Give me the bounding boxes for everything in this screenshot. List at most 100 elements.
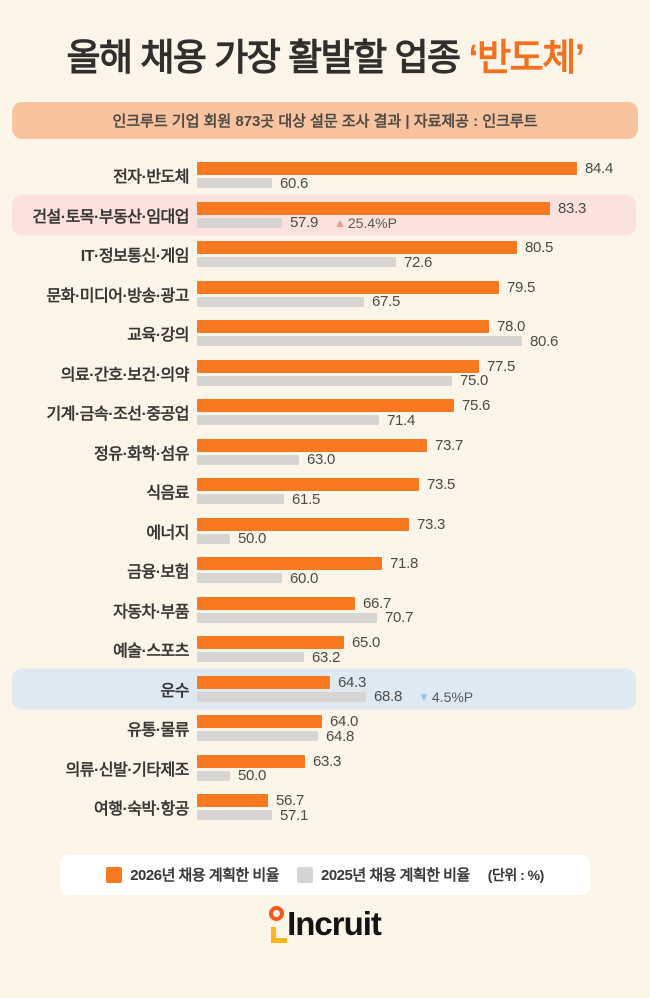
bar-pair: 64.3 68.8 ▼ 4.5%P xyxy=(197,673,473,704)
bar-pair: 84.4 60.6 xyxy=(197,161,613,191)
category-label: 정유·화학·섬유 xyxy=(94,445,189,463)
bar-2025 xyxy=(197,257,396,268)
bar-2025 xyxy=(197,336,522,347)
category-label: 문화·미디어·방송·광고 xyxy=(46,287,190,305)
bar-line-2025: 50.0 xyxy=(197,767,341,785)
value-label: 50.0 xyxy=(238,767,266,785)
bar-2026 xyxy=(197,438,427,452)
chart-row: IT·정보통신·게임 80.5 72.6 xyxy=(0,234,650,274)
bar-2025 xyxy=(197,454,299,465)
bar-line-2025: 57.1 xyxy=(197,806,308,824)
page-title: 올해 채용 가장 활발할 업종 ‘반도체’ xyxy=(0,36,650,80)
up-triangle-icon: ▲ xyxy=(334,215,346,230)
value-label: 61.5 xyxy=(292,490,320,508)
logo-hook-icon xyxy=(271,926,288,943)
chart-row: 의료·간호·보건·의약 77.5 75.0 xyxy=(0,353,650,393)
chart: 전자·반도체 84.4 60.6 건설·토목·부동산·임대업 83.3 57.9 ▲ 25.4… xyxy=(0,155,650,827)
bar-2025 xyxy=(197,691,366,702)
bar-2025 xyxy=(197,731,318,742)
change-value: 25.4%P xyxy=(347,214,397,231)
bar-pair: 73.3 50.0 xyxy=(197,517,445,546)
chart-row: 금융·보험 71.8 60.0 xyxy=(0,550,650,590)
bar-line-2025: 75.0 xyxy=(197,372,515,390)
bar-2026 xyxy=(197,478,419,492)
bar-line-2026: 83.3 xyxy=(197,201,586,216)
bar-line-2025: 80.6 xyxy=(197,334,558,349)
bar-line-2026: 71.8 xyxy=(197,555,418,573)
chart-row: 유통·물류 64.0 64.8 xyxy=(0,708,650,748)
bar-2025 xyxy=(197,494,284,505)
category-label: 식음료 xyxy=(146,485,189,503)
infographic-page: { "page": { "bg": "#FCF5E9" }, "title": … xyxy=(0,36,650,998)
value-label: 63.3 xyxy=(313,752,341,770)
row-highlight-band xyxy=(12,194,636,236)
category-label: 의료·간호·보건·의약 xyxy=(60,366,190,384)
value-label: 73.7 xyxy=(435,436,463,454)
bar-line-2025: 68.8 ▼ 4.5%P xyxy=(197,689,473,704)
bar-2025 xyxy=(197,652,304,663)
value-label: 56.7 xyxy=(276,792,304,810)
value-label: 75.0 xyxy=(460,372,488,390)
bar-2025 xyxy=(197,217,282,228)
chart-row: 에너지 73.3 50.0 xyxy=(0,511,650,551)
value-label: 64.3 xyxy=(338,673,366,691)
category-label: 예술·스포츠 xyxy=(113,643,189,661)
value-label: 67.5 xyxy=(372,293,400,311)
bar-line-2025: 57.9 ▲ 25.4%P xyxy=(197,214,586,232)
bar-pair: 80.5 72.6 xyxy=(197,240,553,271)
value-label: 79.5 xyxy=(507,278,535,296)
chart-row: 전자·반도체 84.4 60.6 xyxy=(0,155,650,195)
bar-2026 xyxy=(197,715,322,729)
value-label: 63.0 xyxy=(307,451,335,469)
bar-line-2025: 67.5 xyxy=(197,293,535,311)
bar-pair: 63.3 50.0 xyxy=(197,752,341,785)
bar-pair: 78.0 80.6 xyxy=(197,319,558,349)
bar-line-2026: 80.5 xyxy=(197,240,553,255)
value-label: 73.5 xyxy=(427,476,455,494)
value-label: 57.1 xyxy=(280,806,308,824)
legend-swatch-2026 xyxy=(106,866,123,883)
bar-2025 xyxy=(197,770,230,781)
value-label: 72.6 xyxy=(404,253,432,271)
bar-2026 xyxy=(197,596,355,610)
bar-line-2026: 77.5 xyxy=(197,359,515,374)
bar-2026 xyxy=(197,557,382,571)
bar-2025 xyxy=(197,533,230,544)
row-highlight-band xyxy=(12,668,636,710)
value-label: 71.4 xyxy=(387,411,415,429)
bar-line-2025: 72.6 xyxy=(197,253,553,271)
category-label: 건설·토목·부동산·임대업 xyxy=(32,208,189,226)
bar-line-2025: 63.2 xyxy=(197,650,380,665)
category-label: 전자·반도체 xyxy=(113,169,189,187)
value-label: 57.9 xyxy=(290,214,318,232)
value-label: 60.0 xyxy=(290,569,318,587)
bar-line-2026: 79.5 xyxy=(197,278,535,296)
value-label: 64.0 xyxy=(330,713,358,731)
bar-2026 xyxy=(197,241,517,255)
bar-line-2026: 64.3 xyxy=(197,673,473,691)
bar-2025 xyxy=(197,415,379,426)
bar-pair: 75.6 71.4 xyxy=(197,397,490,429)
subtitle-banner: 인크루트 기업 회원 873곳 대상 설문 조사 결과 | 자료제공 : 인크루… xyxy=(12,102,638,140)
bar-line-2026: 73.3 xyxy=(197,517,445,532)
category-label: 운수 xyxy=(160,682,190,700)
value-label: 70.7 xyxy=(385,609,413,627)
bar-2026 xyxy=(197,280,499,294)
legend-label-2026: 2026년 채용 계획한 비율 xyxy=(130,867,279,885)
chart-row: 의류·신발·기타제조 63.3 50.0 xyxy=(0,748,650,788)
change-annotation: ▲ 25.4%P xyxy=(334,216,397,230)
bar-2025 xyxy=(197,375,452,386)
chart-row: 정유·화학·섬유 73.7 63.0 xyxy=(0,432,650,472)
bar-line-2026: 63.3 xyxy=(197,752,341,770)
chart-row: 건설·토목·부동산·임대업 83.3 57.9 ▲ 25.4%P xyxy=(0,194,650,236)
down-triangle-icon: ▼ xyxy=(418,689,430,704)
chart-row: 기계·금속·조선·중공업 75.6 71.4 xyxy=(0,392,650,432)
bar-2025 xyxy=(197,178,272,189)
value-label: 75.6 xyxy=(462,397,490,415)
logo-ring-icon xyxy=(269,905,285,921)
bar-line-2025: 71.4 xyxy=(197,411,490,429)
chart-row: 식음료 73.5 61.5 xyxy=(0,471,650,511)
value-label: 71.8 xyxy=(390,555,418,573)
bar-pair: 66.7 70.7 xyxy=(197,596,413,627)
bar-line-2026: 73.7 xyxy=(197,436,463,454)
